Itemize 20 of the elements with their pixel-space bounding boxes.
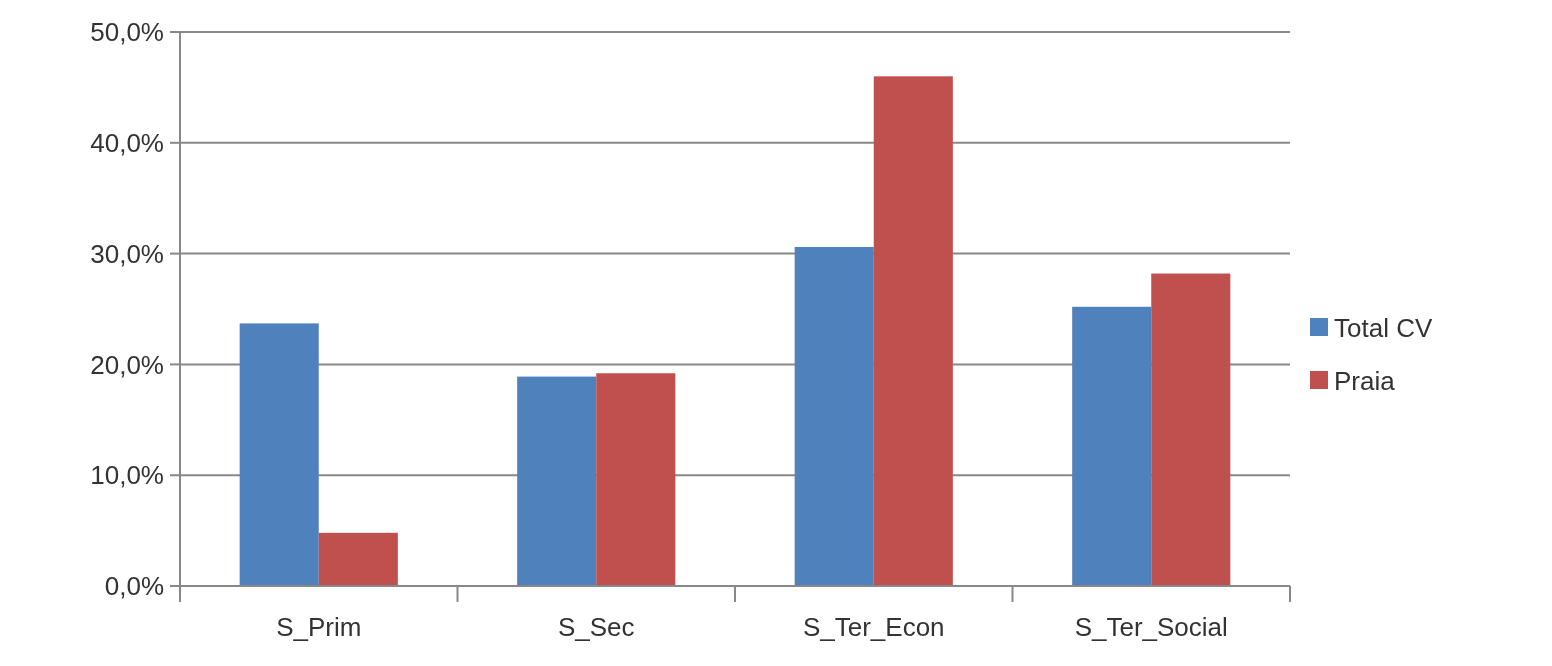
legend-label: Praia (1334, 366, 1396, 397)
y-tick-label: 50,0% (90, 17, 164, 48)
y-tick-label: 40,0% (90, 127, 164, 158)
y-tick-label: 30,0% (90, 238, 164, 269)
bar (239, 323, 319, 586)
bar (1072, 306, 1152, 586)
bar (794, 246, 874, 586)
x-tick-label: S_Ter_Social (1074, 612, 1228, 642)
y-tick-label: 10,0% (90, 460, 164, 491)
y-tick-label: 20,0% (90, 349, 164, 380)
bar (596, 373, 676, 586)
bar (517, 376, 597, 586)
x-tick-label: S_Ter_Econ (802, 612, 945, 642)
bar (1151, 273, 1231, 586)
x-tick-label: S_Prim (276, 612, 362, 642)
y-tick-label: 0,0% (104, 571, 164, 602)
bar (318, 532, 398, 586)
legend-label: Total CV (1334, 313, 1433, 344)
bar (873, 76, 953, 586)
x-tick-label: S_Sec (557, 612, 635, 642)
